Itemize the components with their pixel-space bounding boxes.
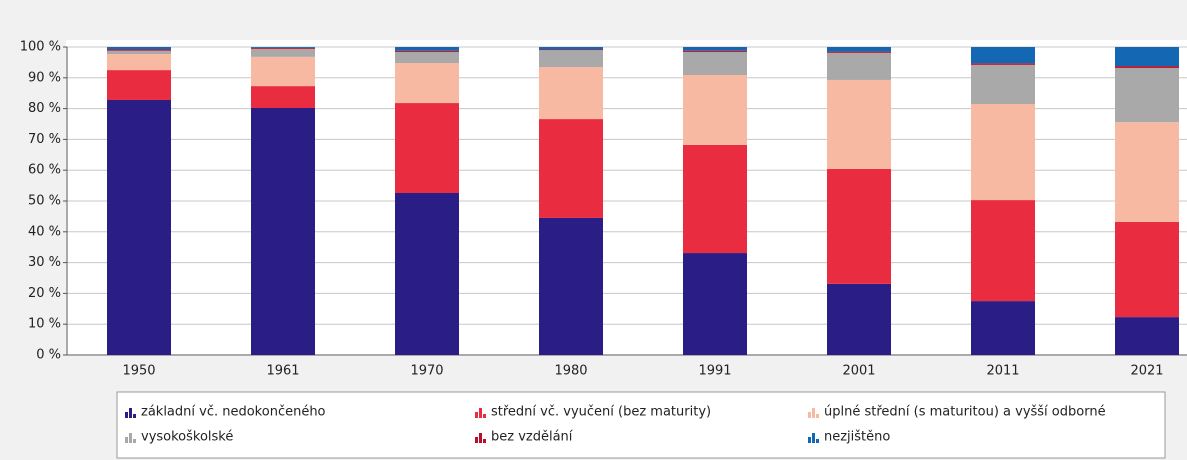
legend-label: střední vč. vyučení (bez maturity) <box>491 405 711 420</box>
legend-icon <box>816 439 819 443</box>
bar-segment <box>107 50 171 55</box>
bar-segment <box>683 75 747 145</box>
legend-icon <box>475 437 478 443</box>
bar-segment <box>395 47 459 51</box>
bar-segment <box>971 63 1035 65</box>
y-tick-label: 40 % <box>28 224 61 239</box>
bar-segment <box>251 47 315 48</box>
y-tick-label: 10 % <box>28 317 61 332</box>
bar-segment <box>395 51 459 64</box>
bar-segment <box>539 67 603 120</box>
bar-segment <box>971 301 1035 355</box>
bar-segment <box>683 51 747 76</box>
x-tick-label: 1970 <box>410 364 443 379</box>
legend-icon <box>816 414 819 418</box>
bar-segment <box>539 119 603 218</box>
legend-icon <box>808 412 811 418</box>
bar-segment <box>971 47 1035 64</box>
legend-icon <box>483 439 486 443</box>
legend-label: bez vzdělání <box>491 430 573 445</box>
y-tick-label: 50 % <box>28 194 61 209</box>
legend-icon <box>475 412 478 418</box>
bar-segment <box>1115 317 1179 355</box>
bar-segment <box>539 49 603 51</box>
legend-icon <box>125 412 128 418</box>
bar-segment <box>971 103 1035 201</box>
x-tick-label: 1950 <box>122 364 155 379</box>
legend-icon <box>483 414 486 418</box>
bar-segment <box>251 47 315 49</box>
bar-segment <box>251 86 315 108</box>
y-tick-label: 100 % <box>20 40 61 55</box>
legend-icon <box>812 433 815 443</box>
legend-icon <box>808 437 811 443</box>
legend-label: základní vč. nedokončeného <box>141 405 326 420</box>
bar-segment <box>107 49 171 51</box>
bar-segment <box>683 47 747 51</box>
bar-segment <box>971 64 1035 104</box>
y-tick-label: 60 % <box>28 163 61 178</box>
bar-segment <box>971 200 1035 302</box>
bar-segment <box>827 52 891 80</box>
bar-segment <box>539 217 603 355</box>
bar-segment <box>827 168 891 284</box>
x-tick-label: 2001 <box>842 364 875 379</box>
legend-label: úplné střední (s maturitou) a vyšší odbo… <box>824 405 1106 420</box>
legend-icon <box>129 408 132 418</box>
bar-segment <box>107 70 171 100</box>
legend-icon <box>479 408 482 418</box>
x-tick-label: 2021 <box>1130 364 1163 379</box>
legend-icon <box>133 414 136 418</box>
y-tick-label: 30 % <box>28 255 61 270</box>
bar-segment <box>827 79 891 169</box>
bar-segment <box>827 47 891 52</box>
bar-segment <box>251 56 315 87</box>
bar-segment <box>539 47 603 50</box>
bar-segment <box>251 107 315 355</box>
legend-label: vysokoškolské <box>141 430 233 445</box>
bar-segment <box>251 48 315 57</box>
bar-segment <box>1115 47 1179 67</box>
bar-segment <box>1115 221 1179 318</box>
bar-segment <box>683 144 747 254</box>
legend-icon <box>129 433 132 443</box>
bar-segment <box>107 47 171 50</box>
legend-label: nezjištěno <box>824 430 890 445</box>
bar-segment <box>395 50 459 52</box>
y-tick-label: 80 % <box>28 101 61 116</box>
legend-icon <box>125 437 128 443</box>
bar-segment <box>1115 67 1179 123</box>
bar-segment <box>395 103 459 193</box>
x-tick-label: 1991 <box>698 364 731 379</box>
bar-segment <box>683 253 747 355</box>
bar-segment <box>395 192 459 355</box>
bar-segment <box>395 63 459 104</box>
bar-segment <box>539 50 603 68</box>
x-tick-label: 2011 <box>986 364 1019 379</box>
legend-box <box>116 391 1166 459</box>
legend-icon <box>479 433 482 443</box>
legend-icon <box>133 439 136 443</box>
y-tick-label: 90 % <box>28 70 61 85</box>
y-tick-label: 70 % <box>28 132 61 147</box>
bar-segment <box>683 50 747 52</box>
bar-segment <box>827 283 891 355</box>
bar-segment <box>107 99 171 355</box>
x-tick-label: 1961 <box>266 364 299 379</box>
x-tick-label: 1980 <box>554 364 587 379</box>
bar-segment <box>1115 122 1179 222</box>
y-tick-label: 0 % <box>36 348 61 363</box>
bar-segment <box>1115 66 1179 68</box>
y-tick-label: 20 % <box>28 286 61 301</box>
legend-icon <box>812 408 815 418</box>
bar-segment <box>827 51 891 53</box>
bar-segment <box>107 54 171 71</box>
